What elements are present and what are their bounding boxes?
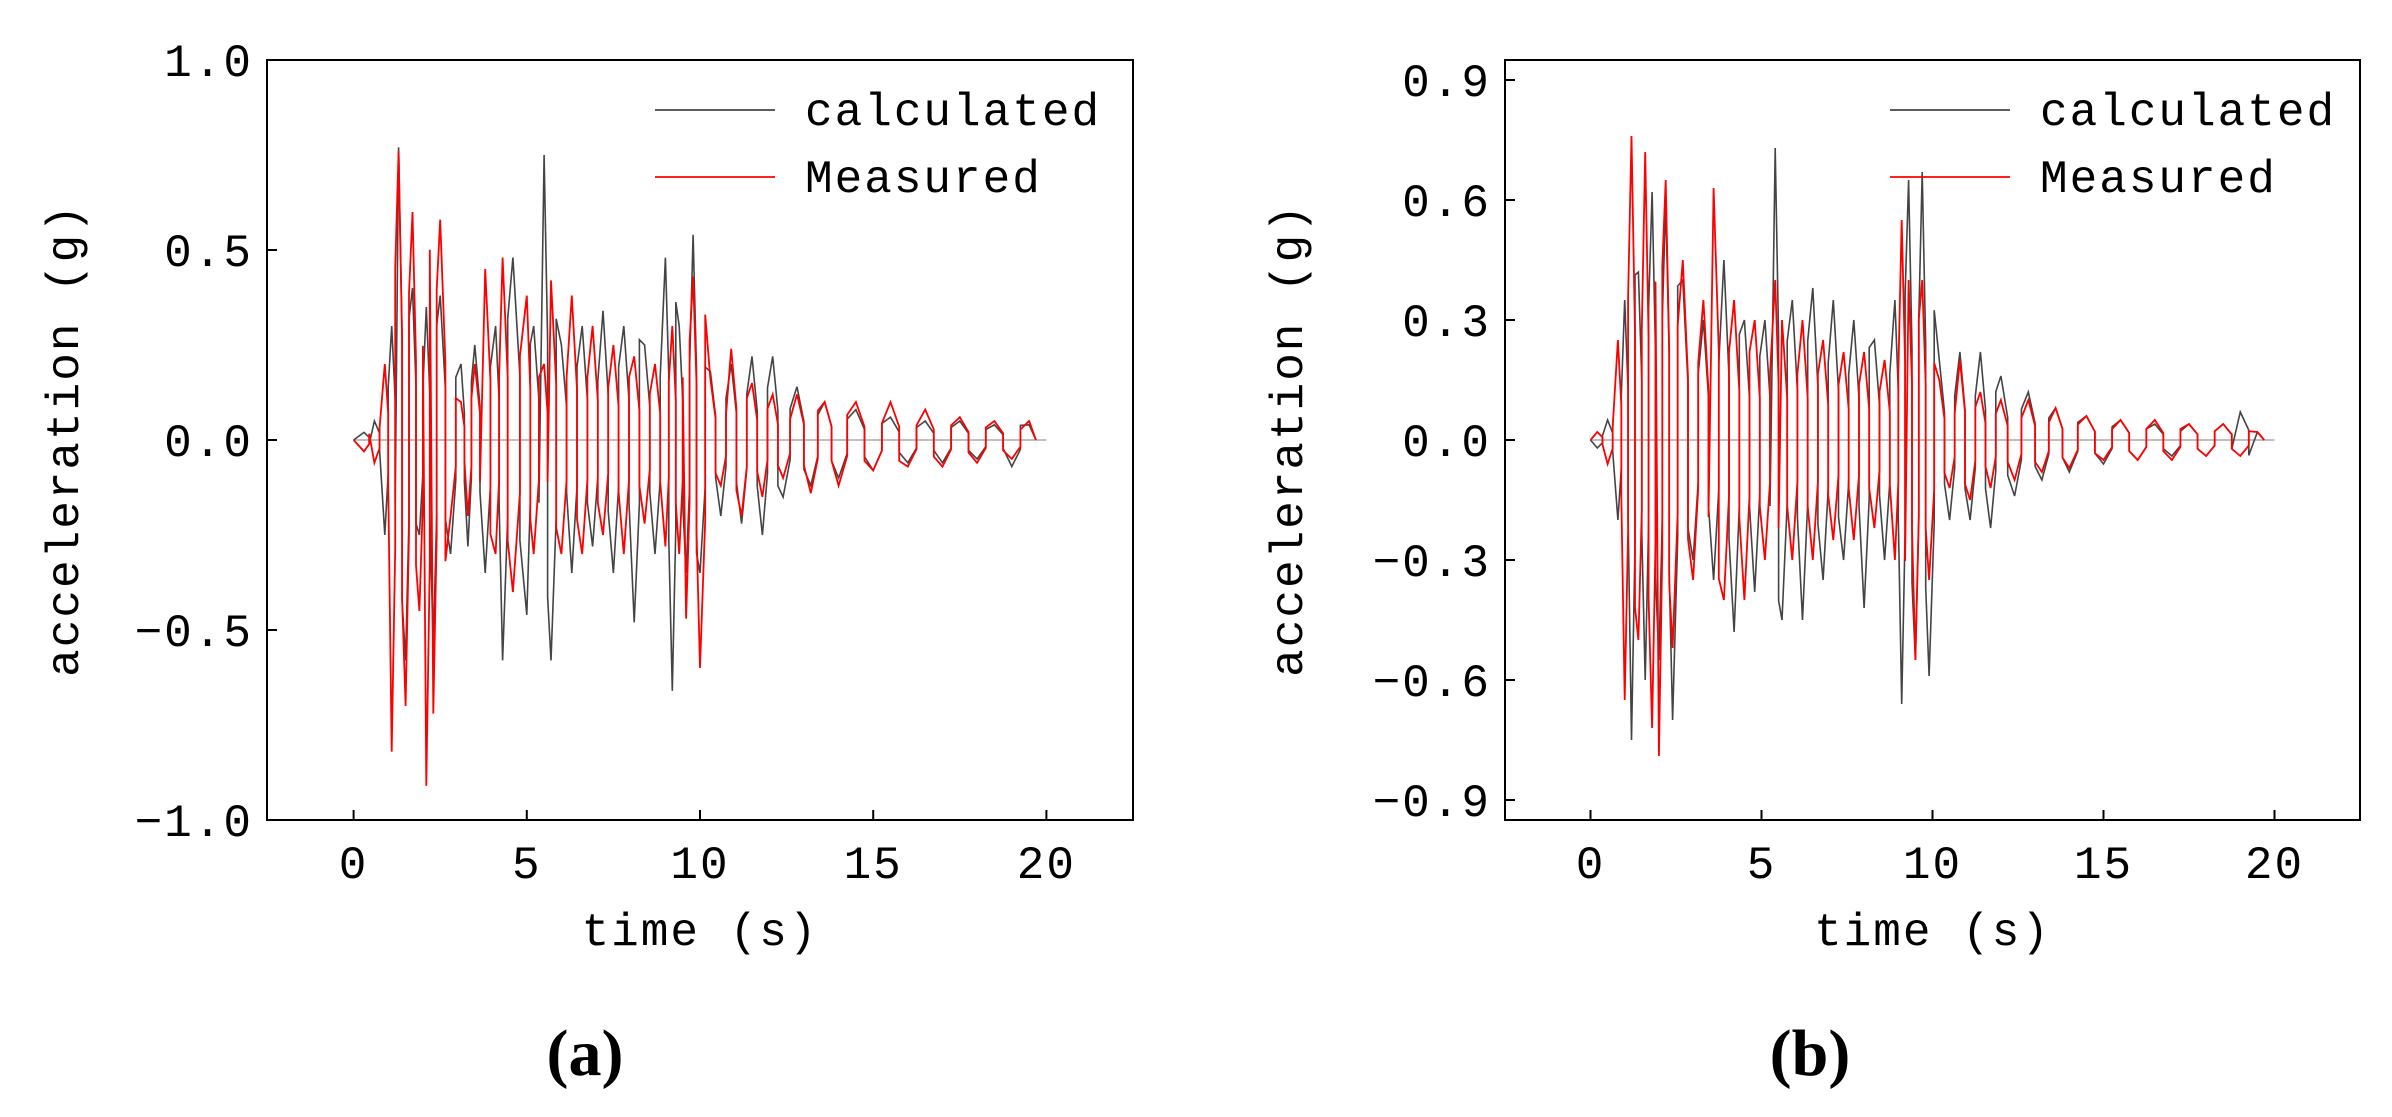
x-tick-label: 15 [844, 840, 903, 892]
x-tick-label: 10 [670, 840, 729, 892]
x-tick-label: 5 [1747, 840, 1777, 892]
y-tick-label: 0.6 [1402, 178, 1491, 230]
legend-label-calculated: calculated [2040, 87, 2336, 139]
x-tick-label: 0 [339, 840, 369, 892]
y-tick-label: −0.3 [1373, 538, 1491, 590]
panel-label: (b) [1770, 1017, 1851, 1090]
x-tick-label: 5 [512, 840, 542, 892]
y-axis-label: acceleration (g) [40, 203, 92, 677]
y-tick-label: 0.9 [1402, 58, 1491, 110]
series-line-measured [352, 151, 1037, 786]
x-axis-label: time (s) [582, 907, 819, 959]
y-tick-label: −0.9 [1373, 778, 1491, 830]
x-axis-label: time (s) [1814, 907, 2051, 959]
y-tick-label: −1.0 [135, 798, 253, 850]
y-tick-label: 0.3 [1402, 298, 1491, 350]
y-tick-label: 0.0 [1402, 418, 1491, 470]
chart-b: 0 5 10 15 20 −0.9 −0.6 −0.3 0.0 0.3 0.6 0.9 time (s)… [1264, 58, 2361, 1090]
y-tick-label: −0.6 [1373, 658, 1491, 710]
x-tick-label: 10 [1903, 840, 1962, 892]
panel-label: (a) [547, 1017, 624, 1090]
x-tick-label: 15 [2074, 840, 2133, 892]
legend-label-measured: Measured [2040, 154, 2277, 206]
y-axis-label: acceleration (g) [1264, 203, 1316, 677]
x-tick-label: 20 [1017, 840, 1076, 892]
x-tick-label: 0 [1576, 840, 1606, 892]
y-tick-label: 0.0 [164, 418, 253, 470]
y-tick-label: 0.5 [164, 228, 253, 280]
x-tick-label: 20 [2245, 840, 2304, 892]
y-tick-label: −0.5 [135, 608, 253, 660]
y-tick-label: 1.0 [164, 38, 253, 90]
series-line-measured [1589, 135, 2265, 757]
chart-a: 0 5 10 15 20 −1.0 −0.5 0.0 0.5 1.0 time (s) acceler… [40, 38, 1134, 1090]
legend-label-calculated: calculated [805, 87, 1101, 139]
legend-label-measured: Measured [805, 154, 1042, 206]
